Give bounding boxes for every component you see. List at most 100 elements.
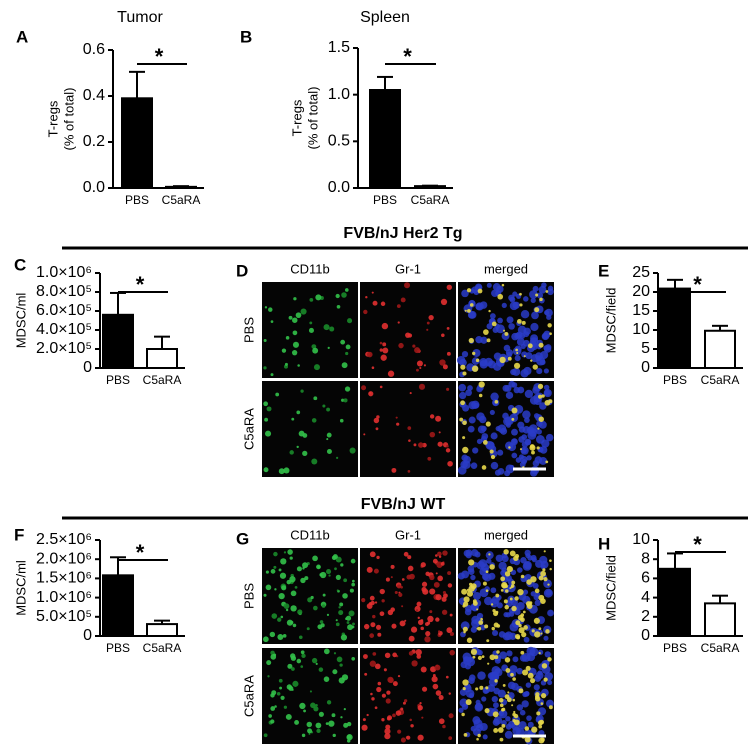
panel-letter: D bbox=[236, 261, 248, 280]
cell bbox=[270, 719, 275, 724]
nucleus bbox=[511, 382, 518, 388]
nucleus bbox=[463, 549, 471, 557]
nucleus bbox=[491, 629, 499, 637]
cell bbox=[311, 418, 317, 423]
cell bbox=[382, 347, 389, 354]
nucleus bbox=[522, 410, 531, 419]
cell bbox=[520, 650, 525, 655]
cell bbox=[476, 737, 479, 741]
cell bbox=[427, 615, 434, 623]
y-tick-label: 0.0 bbox=[328, 179, 350, 196]
cell bbox=[523, 355, 526, 358]
nucleus bbox=[486, 558, 492, 564]
cell bbox=[278, 678, 283, 683]
cell bbox=[300, 389, 304, 393]
cell bbox=[462, 420, 467, 426]
cell bbox=[506, 565, 513, 573]
cell bbox=[499, 356, 506, 364]
cell bbox=[291, 350, 298, 356]
cell bbox=[489, 449, 494, 454]
cell bbox=[432, 558, 438, 564]
cell bbox=[266, 660, 272, 666]
cell bbox=[466, 288, 472, 293]
cell bbox=[490, 454, 496, 460]
cell bbox=[373, 417, 380, 424]
nucleus bbox=[465, 689, 475, 698]
cell bbox=[493, 728, 499, 733]
significance-star: * bbox=[693, 532, 702, 557]
cell bbox=[488, 553, 491, 556]
cell bbox=[510, 672, 514, 677]
nucleus bbox=[530, 469, 538, 477]
nucleus bbox=[468, 416, 476, 424]
cell bbox=[547, 323, 552, 328]
nucleus bbox=[480, 425, 487, 432]
cell bbox=[496, 650, 500, 654]
nucleus bbox=[517, 567, 523, 573]
cell bbox=[429, 414, 435, 419]
nucleus bbox=[537, 649, 544, 655]
cell bbox=[497, 293, 504, 300]
cell bbox=[293, 297, 297, 301]
cell bbox=[478, 381, 485, 388]
cell bbox=[501, 723, 506, 728]
cell bbox=[263, 467, 269, 473]
cell bbox=[513, 713, 519, 719]
nucleus bbox=[527, 721, 534, 728]
nucleus bbox=[499, 651, 507, 660]
cell bbox=[507, 356, 512, 361]
cell bbox=[379, 588, 385, 595]
y-tick-label: 10 bbox=[632, 321, 650, 338]
cell bbox=[538, 724, 543, 729]
cell bbox=[534, 696, 541, 702]
nucleus bbox=[505, 422, 511, 428]
cell bbox=[263, 401, 269, 407]
nucleus bbox=[521, 700, 529, 708]
nucleus bbox=[463, 455, 471, 464]
cell bbox=[299, 702, 306, 710]
y-axis-label: MDSC/field bbox=[603, 555, 618, 621]
nucleus bbox=[547, 609, 554, 617]
cell bbox=[447, 571, 452, 576]
cell bbox=[549, 332, 552, 335]
cell bbox=[536, 446, 540, 450]
cell bbox=[369, 391, 372, 395]
cell bbox=[516, 635, 521, 640]
cell bbox=[342, 593, 348, 599]
cell bbox=[504, 571, 511, 577]
row-label: C5aRA bbox=[241, 408, 256, 450]
nucleus bbox=[536, 368, 543, 375]
cell bbox=[541, 394, 545, 398]
cell bbox=[518, 688, 524, 694]
nucleus bbox=[474, 551, 481, 558]
nucleus bbox=[474, 703, 484, 712]
cell bbox=[396, 304, 401, 309]
cell bbox=[296, 658, 302, 664]
y-tick-label: 2.5×10⁶ bbox=[36, 531, 92, 548]
cell bbox=[339, 663, 343, 667]
nucleus bbox=[524, 417, 530, 423]
cell bbox=[264, 306, 268, 309]
cell bbox=[290, 655, 297, 661]
panel-letter: A bbox=[16, 27, 28, 46]
cell bbox=[269, 631, 276, 638]
cell bbox=[468, 585, 475, 592]
cell bbox=[486, 639, 490, 643]
cell bbox=[411, 660, 418, 667]
cell bbox=[333, 652, 337, 655]
x-tick-label: PBS bbox=[663, 641, 687, 655]
nucleus bbox=[490, 461, 499, 470]
cell bbox=[461, 588, 468, 595]
cell bbox=[381, 599, 385, 603]
cell bbox=[264, 417, 269, 422]
nucleus bbox=[546, 699, 554, 708]
cell bbox=[523, 625, 528, 630]
cell bbox=[395, 416, 398, 419]
cell bbox=[270, 320, 274, 323]
cell bbox=[326, 438, 329, 441]
cell bbox=[518, 623, 522, 628]
nucleus bbox=[486, 323, 493, 330]
cell bbox=[289, 450, 294, 455]
cell bbox=[462, 436, 466, 440]
cell bbox=[369, 660, 377, 667]
